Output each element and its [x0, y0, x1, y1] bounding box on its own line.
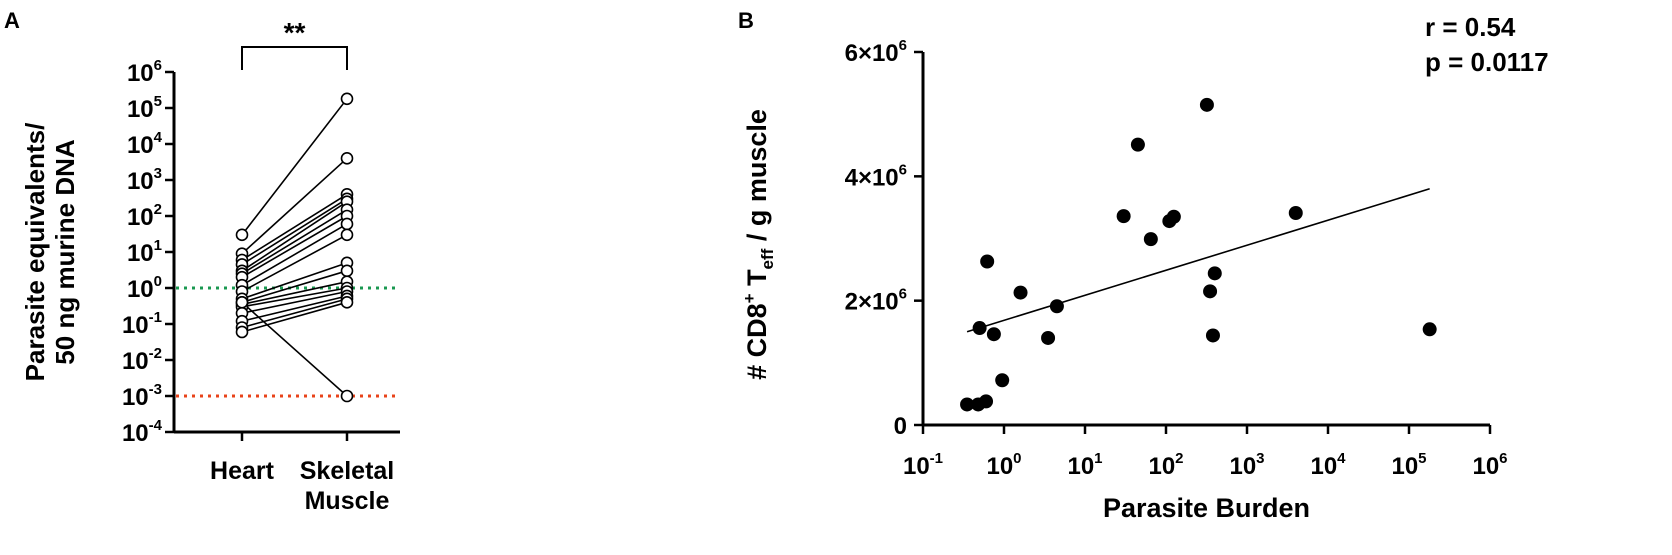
data-point	[960, 397, 975, 412]
data-point	[1143, 232, 1158, 247]
heart-point	[235, 296, 249, 309]
pair-line	[241, 223, 348, 286]
muscle-point	[340, 228, 354, 242]
pair-line	[241, 270, 348, 304]
data-point	[1288, 206, 1303, 221]
pair-line	[241, 287, 348, 308]
y-tick-label: 106	[127, 57, 162, 87]
pair-line	[241, 193, 348, 261]
y-tick-label: 100	[127, 273, 162, 303]
y-axis-title: Parasite equivalents/	[20, 123, 50, 382]
pair-line	[241, 262, 348, 300]
x-tick-label: 103	[1229, 450, 1264, 480]
data-point	[1130, 137, 1145, 152]
x-tick-label: 105	[1391, 450, 1426, 480]
x-tick-label: 100	[986, 450, 1021, 480]
pair-line	[241, 301, 348, 397]
pair-line	[241, 234, 348, 293]
y-tick-label: 10-3	[122, 381, 162, 411]
data-point	[972, 321, 987, 336]
x-tick-label: 101	[1067, 450, 1102, 480]
y-tick-label: 2×106	[845, 286, 907, 316]
x-tick-label: 102	[1148, 450, 1183, 480]
y-tick-label: 101	[127, 237, 162, 267]
pair-line	[241, 157, 348, 255]
data-point	[986, 327, 1001, 342]
pair-line	[241, 98, 348, 236]
muscle-point	[340, 152, 354, 165]
data-point	[1166, 209, 1181, 224]
category-label: Muscle	[305, 487, 390, 515]
y-tick-label: 4×106	[845, 161, 907, 191]
y-tick-label: 10-2	[122, 345, 162, 375]
y-tick-label: 103	[127, 165, 162, 195]
muscle-point	[340, 92, 354, 106]
pair-line	[241, 290, 348, 314]
y-axis-title: # CD8+ Teff / g muscle	[740, 109, 777, 380]
y-tick-label: 104	[127, 129, 163, 159]
panel-a: A 10-4 10-3 10-2 10-1 100 101 102 103 104 105 106 He…	[4, 8, 400, 515]
pair-line	[241, 198, 348, 266]
y-tick-label: 10-1	[122, 309, 162, 339]
significance-bracket	[241, 46, 348, 70]
pair-line	[241, 201, 348, 272]
y-tick-label: 105	[127, 93, 162, 123]
pair-line	[241, 280, 348, 306]
panel-label-b: B	[738, 8, 754, 33]
y-axis-title: 50 ng murine DNA	[50, 139, 80, 365]
pair-line	[241, 208, 348, 275]
data-point	[1199, 97, 1214, 112]
muscle-point	[340, 264, 354, 278]
x-tick-label: 10-1	[903, 450, 943, 480]
significance-label: **	[284, 17, 306, 48]
pair-line	[241, 215, 348, 278]
panel-label-a: A	[4, 8, 20, 33]
panel-b: B 0 2×106 4×106 6×106 10-1 100 101 102 103 104 105 1…	[738, 8, 1549, 523]
pair-line	[241, 301, 348, 333]
category-label: Heart	[210, 457, 275, 485]
pair-line	[241, 298, 348, 329]
data-point	[1203, 284, 1218, 299]
muscle-point	[340, 217, 354, 231]
stat-annotation: p = 0.0117	[1425, 47, 1549, 77]
data-point	[1207, 266, 1222, 281]
data-point	[995, 373, 1010, 388]
x-tick-label: 104	[1310, 450, 1346, 480]
data-point	[1422, 322, 1437, 337]
regression-line	[966, 188, 1430, 333]
data-point	[1013, 285, 1028, 300]
x-tick-label: 106	[1472, 450, 1507, 480]
data-point	[980, 254, 995, 269]
data-point	[1205, 328, 1220, 343]
heart-point	[235, 228, 249, 242]
stat-annotation: r = 0.54	[1425, 12, 1516, 42]
y-tick-label: 6×106	[845, 37, 907, 67]
y-tick-label: 102	[127, 201, 162, 231]
muscle-point	[340, 296, 354, 309]
data-point	[1116, 209, 1131, 224]
muscle-point	[340, 389, 354, 403]
data-point	[979, 394, 994, 409]
data-point	[1041, 330, 1056, 345]
heart-point	[235, 325, 249, 339]
y-tick-label: 0	[894, 413, 907, 440]
x-axis-title: Parasite Burden	[1103, 493, 1310, 523]
y-tick-label: 10-4	[122, 417, 163, 447]
data-point	[1049, 299, 1064, 314]
category-label: Skeletal	[300, 457, 395, 485]
